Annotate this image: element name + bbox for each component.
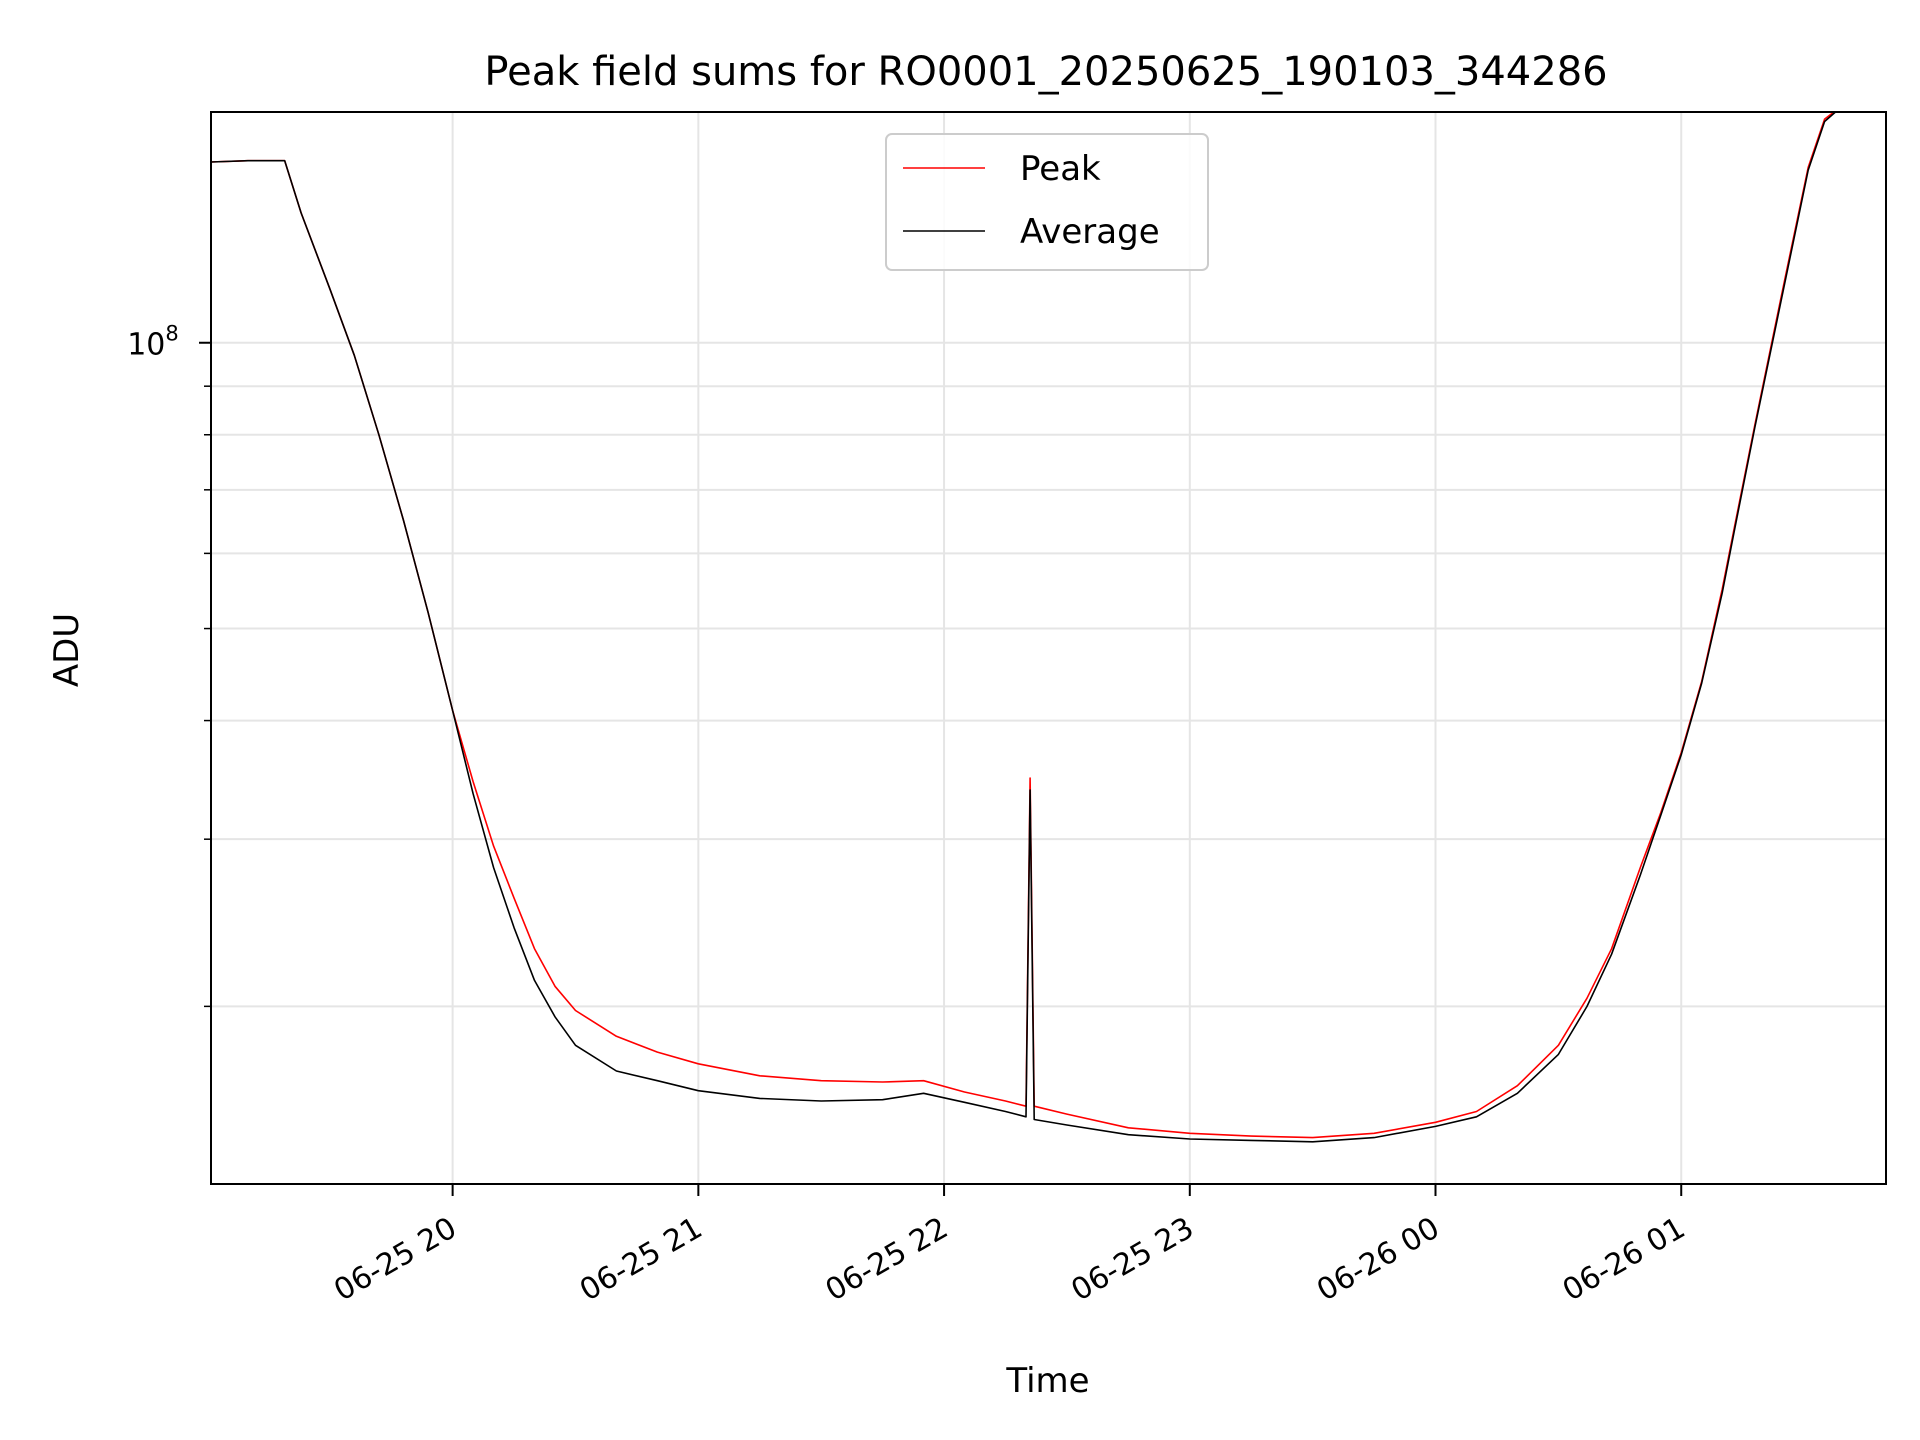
series-lines bbox=[211, 112, 1837, 1143]
legend-label-average: Average bbox=[1020, 212, 1160, 252]
grid bbox=[211, 112, 1886, 1184]
y-axis: 108 bbox=[127, 322, 211, 1008]
plot-frame bbox=[210, 111, 1887, 1185]
y-tick-label: 108 bbox=[127, 322, 179, 363]
y-axis-label: ADU bbox=[47, 613, 87, 687]
legend: Peak Average bbox=[885, 133, 1209, 271]
legend-label-peak: Peak bbox=[1020, 149, 1101, 189]
x-axis-label: Time bbox=[1005, 1361, 1089, 1401]
series-line-average bbox=[211, 112, 1837, 1143]
chart-title: Peak field sums for RO0001_20250625_1901… bbox=[484, 49, 1607, 95]
